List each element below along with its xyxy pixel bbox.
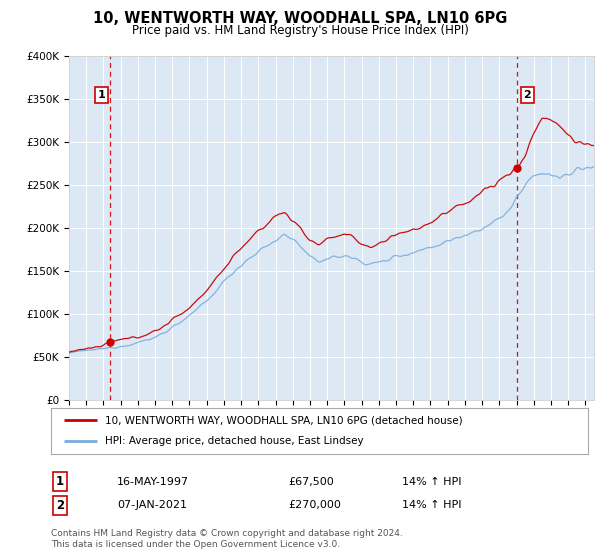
Text: Price paid vs. HM Land Registry's House Price Index (HPI): Price paid vs. HM Land Registry's House …: [131, 24, 469, 36]
Text: 14% ↑ HPI: 14% ↑ HPI: [402, 477, 461, 487]
Text: 10, WENTWORTH WAY, WOODHALL SPA, LN10 6PG (detached house): 10, WENTWORTH WAY, WOODHALL SPA, LN10 6P…: [105, 415, 463, 425]
Text: 2: 2: [56, 498, 64, 512]
Text: HPI: Average price, detached house, East Lindsey: HPI: Average price, detached house, East…: [105, 436, 364, 446]
Text: £270,000: £270,000: [288, 500, 341, 510]
Text: £67,500: £67,500: [288, 477, 334, 487]
Text: 07-JAN-2021: 07-JAN-2021: [117, 500, 187, 510]
Text: 1: 1: [56, 475, 64, 488]
Text: 16-MAY-1997: 16-MAY-1997: [117, 477, 189, 487]
Text: 10, WENTWORTH WAY, WOODHALL SPA, LN10 6PG: 10, WENTWORTH WAY, WOODHALL SPA, LN10 6P…: [93, 11, 507, 26]
Text: 2: 2: [524, 90, 531, 100]
Text: 1: 1: [97, 90, 105, 100]
Text: 14% ↑ HPI: 14% ↑ HPI: [402, 500, 461, 510]
Text: Contains HM Land Registry data © Crown copyright and database right 2024.
This d: Contains HM Land Registry data © Crown c…: [51, 529, 403, 549]
